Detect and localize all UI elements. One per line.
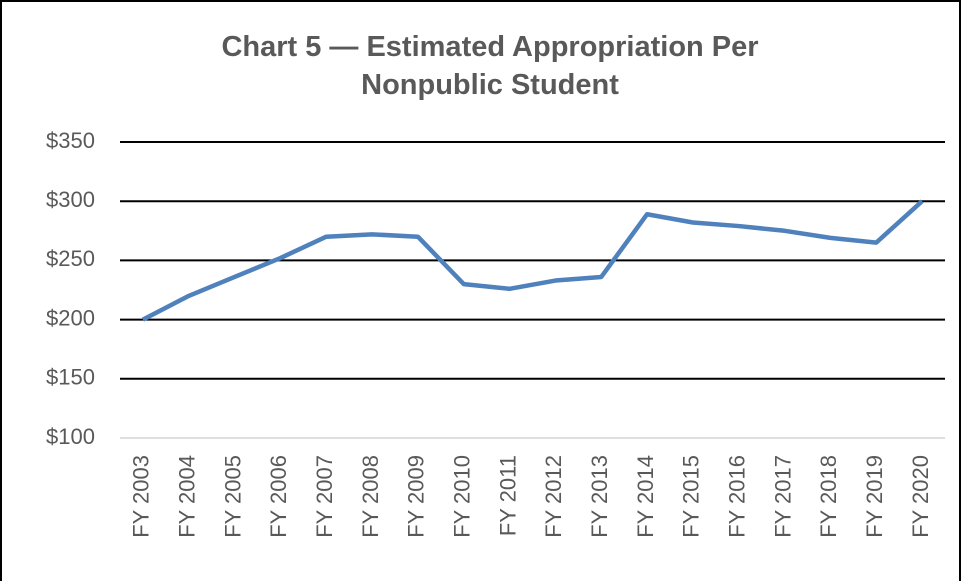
x-tick-label: FY 2008 — [358, 455, 383, 538]
x-tick-label: FY 2011 — [495, 455, 520, 536]
x-tick-label: FY 2016 — [725, 455, 750, 538]
x-tick-label: FY 2013 — [587, 455, 612, 538]
x-tick-label: FY 2003 — [129, 455, 154, 538]
x-tick-label: FY 2014 — [633, 455, 658, 538]
x-tick-label: FY 2015 — [679, 455, 704, 538]
x-tick-label: FY 2005 — [220, 455, 245, 538]
x-tick-label: FY 2007 — [312, 455, 337, 538]
y-tick-label: $250 — [46, 246, 95, 271]
y-tick-label: $350 — [46, 128, 95, 153]
y-tick-label: $100 — [46, 424, 95, 449]
y-tick-label: $300 — [46, 187, 95, 212]
x-tick-label: FY 2010 — [450, 455, 475, 538]
x-tick-label: FY 2020 — [908, 455, 933, 538]
y-tick-label: $150 — [46, 365, 95, 390]
x-tick-label: FY 2006 — [266, 455, 291, 538]
chart-title: Chart 5 — Estimated Appropriation Per No… — [221, 31, 759, 101]
x-tick-label: FY 2019 — [862, 455, 887, 538]
y-tick-label: $200 — [46, 305, 95, 330]
x-tick-label: FY 2009 — [404, 455, 429, 538]
data-line — [141, 199, 924, 322]
x-tick-label: FY 2004 — [175, 455, 200, 538]
x-tick-label: FY 2017 — [770, 455, 795, 538]
x-tick-label: FY 2018 — [816, 455, 841, 538]
x-tick-label: FY 2012 — [541, 455, 566, 538]
